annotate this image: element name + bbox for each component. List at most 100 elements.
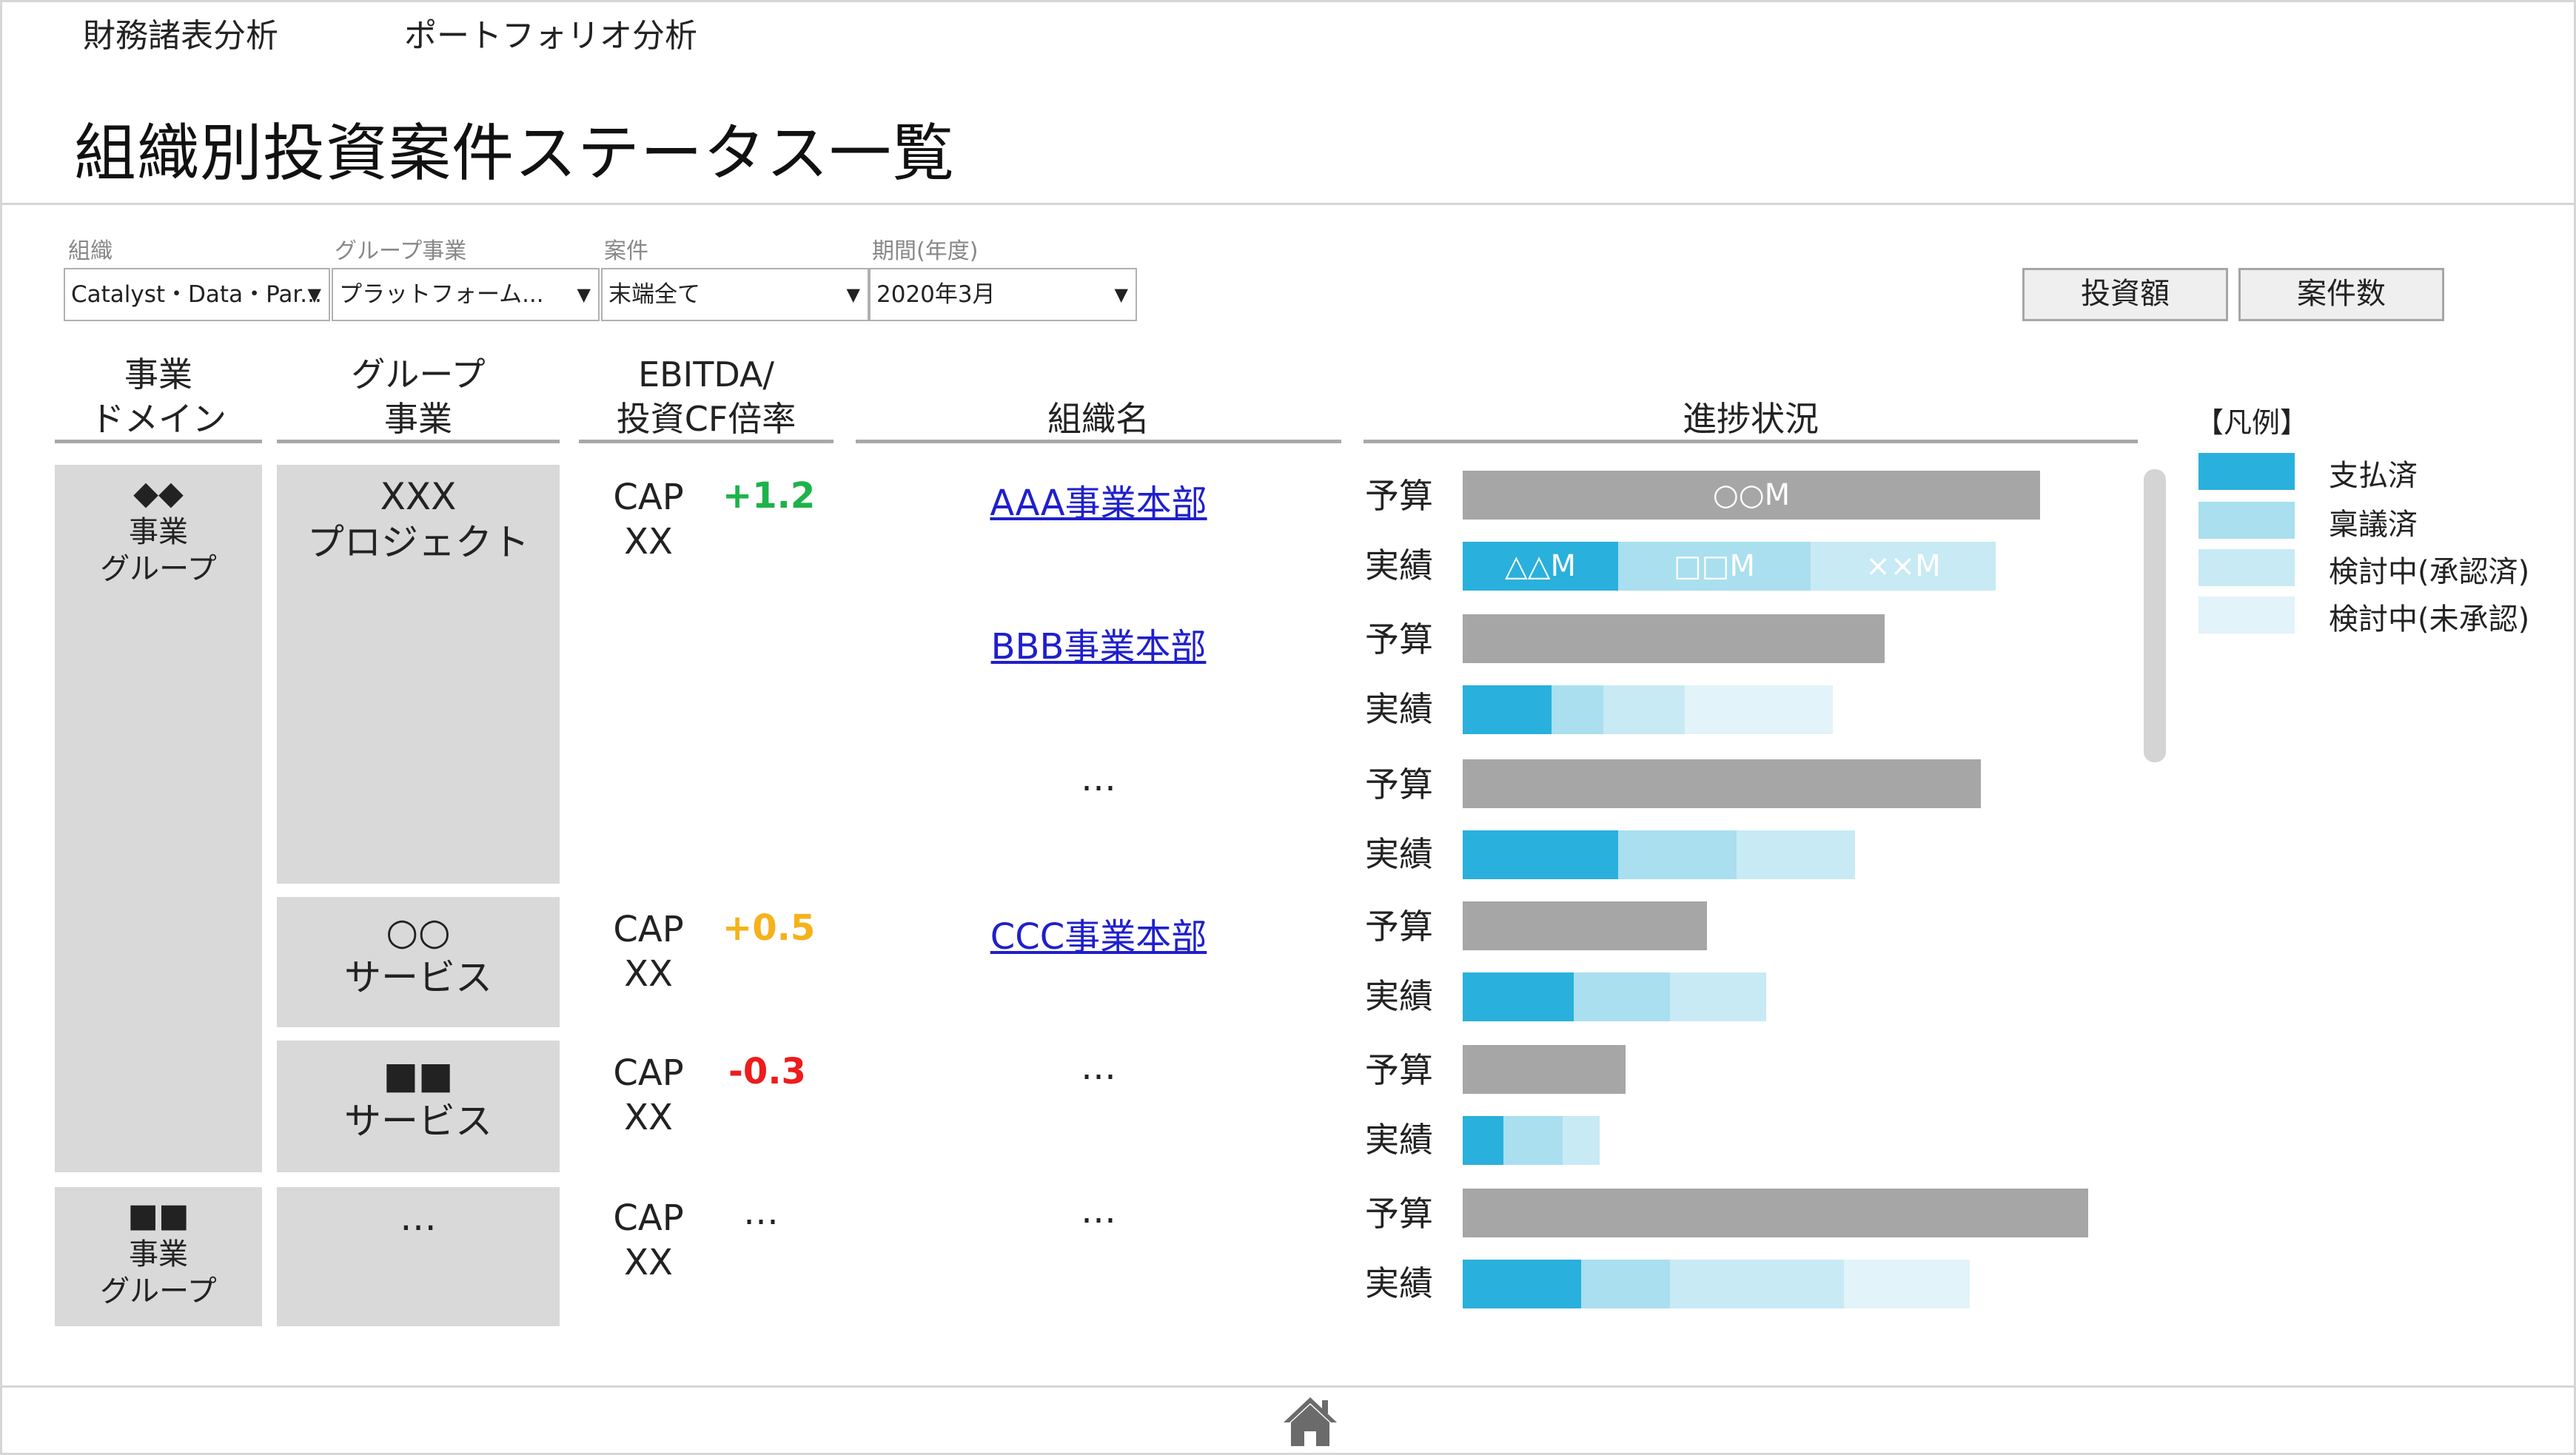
budget-row-label: 予算 — [1365, 907, 1433, 947]
budget-bar — [1463, 901, 1707, 950]
org-link-ccc[interactable]: CCC事業本部 — [990, 916, 1207, 958]
actual-bar — [1463, 1116, 2203, 1165]
vertical-scrollbar[interactable] — [2144, 469, 2166, 762]
col-header-ebitda-line1: EBITDA/ — [638, 354, 774, 394]
actual-bar-segment — [1552, 685, 1603, 734]
group-label: ○○ サービス — [277, 909, 560, 1001]
actual-row-label: 実績 — [1365, 689, 1433, 729]
group-line1: XXX — [380, 475, 457, 518]
cap-line1: CAP — [613, 477, 684, 518]
filter-org-select[interactable]: Catalyst・Data・Par... ▼ — [64, 268, 330, 321]
group-line1: … — [400, 1196, 437, 1239]
filter-org-label: 組織 — [68, 238, 113, 264]
domain-line2: 事業 — [129, 515, 188, 549]
budget-bar — [1463, 1045, 1626, 1094]
actual-bar-segment — [1463, 1116, 1503, 1165]
actual-bar — [1463, 1260, 2203, 1308]
domain-line2: 事業 — [129, 1237, 188, 1271]
budget-row-label: 予算 — [1365, 476, 1433, 516]
chevron-down-icon: ▼ — [577, 284, 591, 305]
org-link-aaa[interactable]: AAA事業本部 — [990, 483, 1207, 524]
col-header-org: 組織名 — [1047, 399, 1150, 439]
actual-bar-segment — [1574, 972, 1670, 1021]
actual-bar — [1463, 972, 2203, 1021]
actual-bar-segment — [1463, 1260, 1581, 1308]
filter-period-value: 2020年3月 — [876, 281, 996, 308]
legend-label: 検討中(未承認) — [2329, 602, 2530, 636]
cap-value: CAP XX — [589, 1196, 708, 1285]
actual-bar — [1463, 685, 2203, 734]
cap-line1: CAP — [613, 1197, 684, 1239]
filter-case-value: 末端全て — [608, 281, 700, 308]
cap-value: CAP XX — [589, 907, 708, 996]
filter-period-select[interactable]: 2020年3月 ▼ — [869, 268, 1137, 321]
cap-line2: XX — [624, 1242, 673, 1283]
chevron-down-icon: ▼ — [846, 284, 860, 305]
legend-label: 稟議済 — [2329, 508, 2418, 542]
cap-value: CAP XX — [589, 475, 708, 564]
actual-bar-segment — [1685, 685, 1833, 734]
actual-row-label: 実績 — [1365, 976, 1433, 1016]
group-label: XXX プロジェクト — [277, 474, 560, 565]
col-header-group: グループ 事業 — [277, 352, 560, 441]
investment-amount-button[interactable]: 投資額 — [2022, 268, 2228, 321]
home-icon[interactable] — [1282, 1394, 1338, 1448]
tab-financial-statements[interactable]: 財務諸表分析 — [83, 17, 278, 55]
col-header-ebitda: EBITDA/ 投資CF倍率 — [579, 352, 833, 441]
domain-box — [55, 1187, 262, 1326]
actual-bar-segment — [1563, 1116, 1600, 1165]
actual-row-label: 実績 — [1365, 1120, 1433, 1160]
actual-row-label: 実績 — [1365, 545, 1433, 585]
domain-label: ◆◆ 事業 グループ — [55, 474, 262, 588]
actual-bar-segment — [1737, 830, 1855, 879]
cap-line2: XX — [624, 953, 673, 995]
actual-bar-segment: □□M — [1618, 542, 1811, 591]
chevron-down-icon: ▼ — [1114, 284, 1128, 305]
domain-box — [55, 465, 262, 1172]
actual-row-label: 実績 — [1365, 1263, 1433, 1303]
cap-line2: XX — [624, 521, 673, 562]
ebitda-ratio: … — [743, 1192, 779, 1233]
org-ellipsis: … — [1081, 1190, 1116, 1231]
chevron-down-icon: ▼ — [307, 284, 321, 305]
group-box — [277, 465, 560, 884]
group-line2: サービス — [344, 956, 492, 999]
group-label: ■■ サービス — [277, 1052, 560, 1144]
col-header-group-line1: グループ — [351, 354, 486, 394]
col-header-rule — [579, 440, 833, 443]
filter-org-value: Catalyst・Data・Par... — [71, 281, 322, 308]
budget-bar — [1463, 1189, 2088, 1237]
group-box — [277, 1187, 560, 1326]
filter-group-select[interactable]: プラットフォーム... ▼ — [332, 268, 600, 321]
budget-row-label: 予算 — [1365, 619, 1433, 659]
actual-bar — [1463, 830, 2203, 879]
ebitda-ratio: +0.5 — [722, 907, 816, 949]
tab-portfolio-analysis[interactable]: ポートフォリオ分析 — [404, 17, 697, 55]
filter-case-select[interactable]: 末端全て ▼ — [601, 268, 869, 321]
cap-line1: CAP — [613, 1052, 684, 1094]
case-count-button[interactable]: 案件数 — [2238, 268, 2444, 321]
actual-bar-segment — [1603, 685, 1685, 734]
budget-row-label: 予算 — [1365, 1050, 1433, 1090]
col-header-domain-line2: ドメイン — [90, 399, 227, 439]
budget-bar — [1463, 614, 1885, 663]
org-ellipsis: … — [1081, 758, 1116, 799]
legend-swatch — [2198, 549, 2295, 586]
col-header-rule — [1364, 440, 2138, 443]
actual-bar-segment — [1670, 1260, 1844, 1308]
actual-bar-segment — [1618, 830, 1737, 879]
actual-bar-segment: ××M — [1811, 542, 1996, 591]
org-link-bbb[interactable]: BBB事業本部 — [990, 626, 1207, 668]
col-header-domain: 事業 ドメイン — [55, 352, 262, 441]
legend-title: 【凡例】 — [2196, 406, 2309, 439]
header-divider — [0, 203, 2576, 205]
col-header-domain-line1: 事業 — [124, 354, 192, 394]
group-box — [277, 897, 560, 1027]
page-title: 組織別投資案件ステータス一覧 — [74, 117, 956, 189]
actual-bar-segment — [1581, 1260, 1670, 1308]
col-header-rule — [55, 440, 262, 443]
actual-bar-segment — [1844, 1260, 1970, 1308]
cap-line2: XX — [624, 1097, 673, 1138]
ebitda-ratio: +1.2 — [722, 475, 816, 517]
